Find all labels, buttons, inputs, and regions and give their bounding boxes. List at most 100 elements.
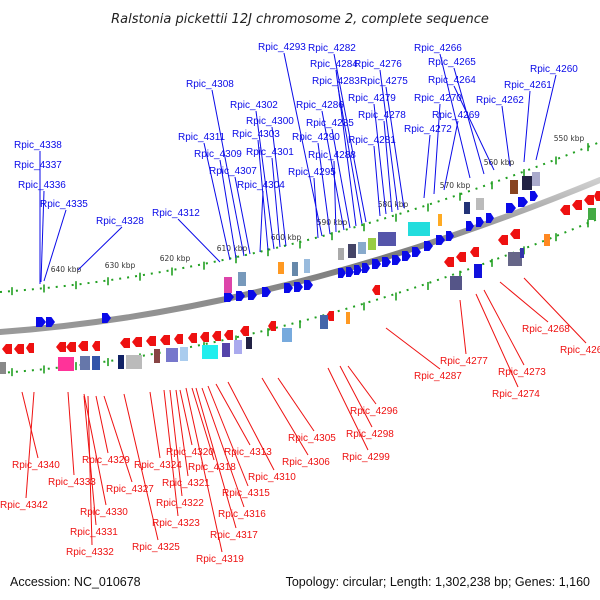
leader-line [383, 120, 393, 213]
reverse-gene-arrow [2, 344, 12, 354]
annotation-box [292, 262, 298, 276]
leader-line [453, 67, 485, 175]
gene-label: Rpic_4296 [350, 406, 398, 417]
annotation-box [408, 222, 430, 236]
gene-label: Rpic_4278 [358, 110, 406, 121]
gene-label: Rpic_4270 [414, 93, 462, 104]
reverse-gene-arrow [120, 338, 130, 348]
scale-label: 560 kbp [484, 158, 515, 167]
leader-line [261, 377, 309, 456]
reverse-gene-arrow [56, 342, 66, 352]
gene-label: Rpic_4306 [282, 457, 330, 468]
annotation-box [520, 248, 524, 258]
annotation-box [438, 214, 442, 226]
annotation-box [346, 312, 350, 324]
gene-label: Rpic_4313 [224, 447, 272, 458]
leader-line [271, 126, 287, 247]
forward-gene-arrow [248, 290, 257, 300]
leader-line [385, 327, 441, 370]
gene-label: Rpic_4329 [82, 455, 130, 466]
top-label-leaders [39, 52, 557, 284]
annotation-box [368, 238, 376, 250]
leader-line [271, 157, 281, 248]
leader-line [179, 389, 193, 446]
gene-label: Rpic_4304 [237, 180, 285, 191]
annotation-box [338, 248, 344, 260]
gene-label: Rpic_4264 [428, 75, 476, 86]
reverse-gene-arrow [268, 321, 276, 331]
leader-line [215, 383, 251, 446]
leader-line [185, 387, 223, 553]
leader-line [211, 89, 245, 257]
gene-label: Rpic_4323 [152, 518, 200, 529]
gene-label: Rpic_4290 [292, 132, 340, 143]
gene-label: Rpic_4307 [209, 166, 257, 177]
gene-label: Rpic_4272 [404, 124, 452, 135]
gene-label: Rpic_4305 [288, 433, 336, 444]
leader-line [501, 105, 511, 167]
scale-labels: 550 kbp 560 kbp 570 kbp 580 kbp 590 kbp 600 k… [51, 134, 585, 274]
annotation-box [282, 328, 292, 342]
gene-label: Rpic_4285 [306, 118, 354, 129]
gene-label: Rpic_4327 [106, 484, 154, 495]
leader-line [333, 160, 337, 233]
leader-line [459, 299, 467, 355]
leader-line [40, 190, 45, 283]
scale-label: 620 kbp [160, 254, 191, 263]
gene-label: Rpic_4265 [428, 57, 476, 68]
gene-label: Rpic_4319 [196, 554, 244, 565]
leader-line [87, 395, 93, 546]
gene-label: Rpic_4301 [246, 147, 294, 158]
leader-line [203, 142, 231, 261]
map-title: Ralstonia pickettii 12J chromosome 2, co… [111, 12, 489, 27]
inner-tick-ring [0, 217, 600, 374]
forward-gene-arrow [446, 231, 454, 241]
forward-gene-arrow [346, 267, 354, 277]
gene-label: Rpic_4299 [342, 452, 390, 463]
gene-label: Rpic_4322 [156, 498, 204, 509]
reverse-gene-arrow [224, 330, 233, 340]
forward-gene-arrow [362, 263, 370, 273]
annotation-box [508, 252, 522, 266]
leader-line [523, 90, 531, 163]
annotation-box [92, 356, 100, 370]
reverse-gene-arrow [456, 252, 466, 262]
leader-line [177, 218, 221, 263]
leader-line [475, 293, 519, 388]
annotation-box [378, 232, 396, 246]
reverse-gene-arrow [14, 344, 24, 354]
leader-line [373, 145, 381, 217]
forward-gene-arrow [338, 268, 346, 278]
forward-gene-arrow [46, 317, 55, 327]
reverse-gene-arrow [132, 337, 142, 347]
gene-label: Rpic_4317 [210, 530, 258, 541]
annotation-box [246, 337, 252, 349]
leader-line [43, 209, 67, 282]
forward-gene-arrow [402, 251, 411, 261]
gene-label: Rpic_4287 [414, 371, 462, 382]
leader-line [333, 53, 367, 223]
annotation-box [304, 259, 310, 273]
leader-line [483, 289, 525, 366]
leader-line [283, 52, 323, 237]
reverse-gene-arrow [444, 257, 454, 267]
leader-line [433, 103, 441, 195]
forward-gene-arrow [476, 217, 484, 227]
leader-line [195, 387, 237, 529]
gene-label: Rpic_4279 [348, 93, 396, 104]
reverse-gene-arrow [572, 200, 582, 210]
leader-line [337, 86, 363, 225]
gene-label: Rpic_4268 [522, 324, 570, 335]
gene-label: Rpic_4298 [346, 429, 394, 440]
leader-line [169, 389, 183, 497]
leader-line [535, 74, 557, 161]
annotation-box [0, 362, 6, 374]
forward-gene-arrow [102, 313, 111, 323]
leader-line [191, 387, 215, 461]
reverse-gene-arrow [212, 331, 221, 341]
gene-label: Rpic_4309 [194, 149, 242, 160]
annotation-box [118, 355, 124, 369]
scale-label: 640 kbp [51, 265, 82, 274]
leader-line [499, 281, 549, 323]
